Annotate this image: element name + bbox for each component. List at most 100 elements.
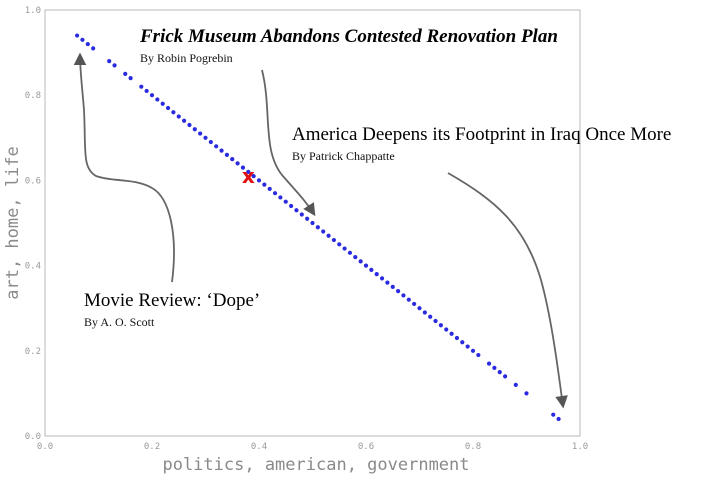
data-point <box>273 191 277 195</box>
data-point <box>524 391 528 395</box>
data-point <box>219 148 223 152</box>
y-tick-label: 0.2 <box>25 347 41 357</box>
annotation-byline: By Robin Pogrebin <box>140 51 233 65</box>
data-point <box>359 259 363 263</box>
annotation-byline: By A. O. Scott <box>84 315 155 329</box>
annotation-title: Frick Museum Abandons Contested Renovati… <box>139 26 558 47</box>
data-point <box>166 106 170 110</box>
x-tick-label: 0.0 <box>37 442 53 452</box>
data-point <box>316 225 320 229</box>
data-point <box>305 217 309 221</box>
data-point <box>193 127 197 131</box>
data-point <box>557 417 561 421</box>
data-point <box>551 413 555 417</box>
data-point <box>257 178 261 182</box>
y-tick-label: 1.0 <box>25 6 41 16</box>
data-point <box>203 136 207 140</box>
data-point <box>123 72 127 76</box>
y-tick-label: 0.8 <box>25 91 41 101</box>
x-tick-label: 0.2 <box>144 442 160 452</box>
y-tick-label: 0.4 <box>25 262 41 272</box>
data-point <box>225 153 229 157</box>
annotation-title: America Deepens its Footprint in Iraq On… <box>292 124 671 145</box>
data-point <box>369 268 373 272</box>
data-point <box>391 285 395 289</box>
x-axis-ticks: 0.0 0.2 0.4 0.6 0.8 1.0 <box>37 442 588 452</box>
y-tick-label: 0.6 <box>25 176 41 186</box>
x-tick-label: 1.0 <box>572 442 588 452</box>
x-axis-label: politics, american, government <box>162 455 469 475</box>
data-points <box>75 33 561 421</box>
data-point <box>80 38 84 42</box>
y-axis-ticks: 0.0 0.2 0.4 0.6 0.8 1.0 <box>25 6 41 442</box>
data-point <box>407 298 411 302</box>
x-tick-label: 0.4 <box>251 442 267 452</box>
data-point <box>321 229 325 233</box>
data-point <box>471 349 475 353</box>
data-point <box>236 161 240 165</box>
data-point <box>75 33 79 37</box>
data-point <box>284 200 288 204</box>
y-tick-label: 0.0 <box>25 432 41 442</box>
data-point <box>396 289 400 293</box>
y-axis-label: art, home, life <box>3 146 23 300</box>
data-point <box>380 276 384 280</box>
annotation-dope: Movie Review: ‘Dope’ By A. O. Scott <box>80 55 260 329</box>
annotation-arrow <box>448 173 563 406</box>
data-point <box>294 208 298 212</box>
data-point <box>310 221 314 225</box>
data-point <box>112 63 116 67</box>
data-point <box>150 93 154 97</box>
annotation-arrow <box>80 55 174 282</box>
annotation-title: Movie Review: ‘Dope’ <box>84 290 260 311</box>
highlight-marker: x <box>242 164 255 188</box>
data-point <box>353 255 357 259</box>
data-point <box>214 144 218 148</box>
annotation-iraq: America Deepens its Footprint in Iraq On… <box>292 124 671 406</box>
data-point <box>182 119 186 123</box>
data-point <box>145 89 149 93</box>
data-point <box>364 264 368 268</box>
data-point <box>466 344 470 348</box>
data-point <box>161 102 165 106</box>
data-point <box>444 327 448 331</box>
data-point <box>187 123 191 127</box>
data-point <box>262 183 266 187</box>
data-point <box>417 306 421 310</box>
data-point <box>348 251 352 255</box>
data-point <box>498 370 502 374</box>
data-point <box>423 310 427 314</box>
data-point <box>428 315 432 319</box>
data-point <box>91 46 95 50</box>
data-point <box>171 110 175 114</box>
data-point <box>460 340 464 344</box>
data-point <box>289 204 293 208</box>
data-point <box>198 131 202 135</box>
data-point <box>300 212 304 216</box>
data-point <box>332 238 336 242</box>
data-point <box>401 293 405 297</box>
data-point <box>433 319 437 323</box>
annotation-frick: Frick Museum Abandons Contested Renovati… <box>139 26 558 214</box>
data-point <box>492 366 496 370</box>
data-point <box>177 114 181 118</box>
data-point <box>209 140 213 144</box>
data-point <box>514 383 518 387</box>
data-point <box>385 281 389 285</box>
data-point <box>107 59 111 63</box>
data-point <box>155 97 159 101</box>
data-point <box>439 323 443 327</box>
data-point <box>139 85 143 89</box>
data-point <box>278 195 282 199</box>
x-tick-label: 0.6 <box>358 442 374 452</box>
data-point <box>455 336 459 340</box>
data-point <box>450 332 454 336</box>
annotation-byline: By Patrick Chappatte <box>292 149 395 163</box>
data-point <box>86 42 90 46</box>
data-point <box>375 272 379 276</box>
data-point <box>476 353 480 357</box>
data-point <box>326 234 330 238</box>
data-point <box>230 157 234 161</box>
data-point <box>337 242 341 246</box>
